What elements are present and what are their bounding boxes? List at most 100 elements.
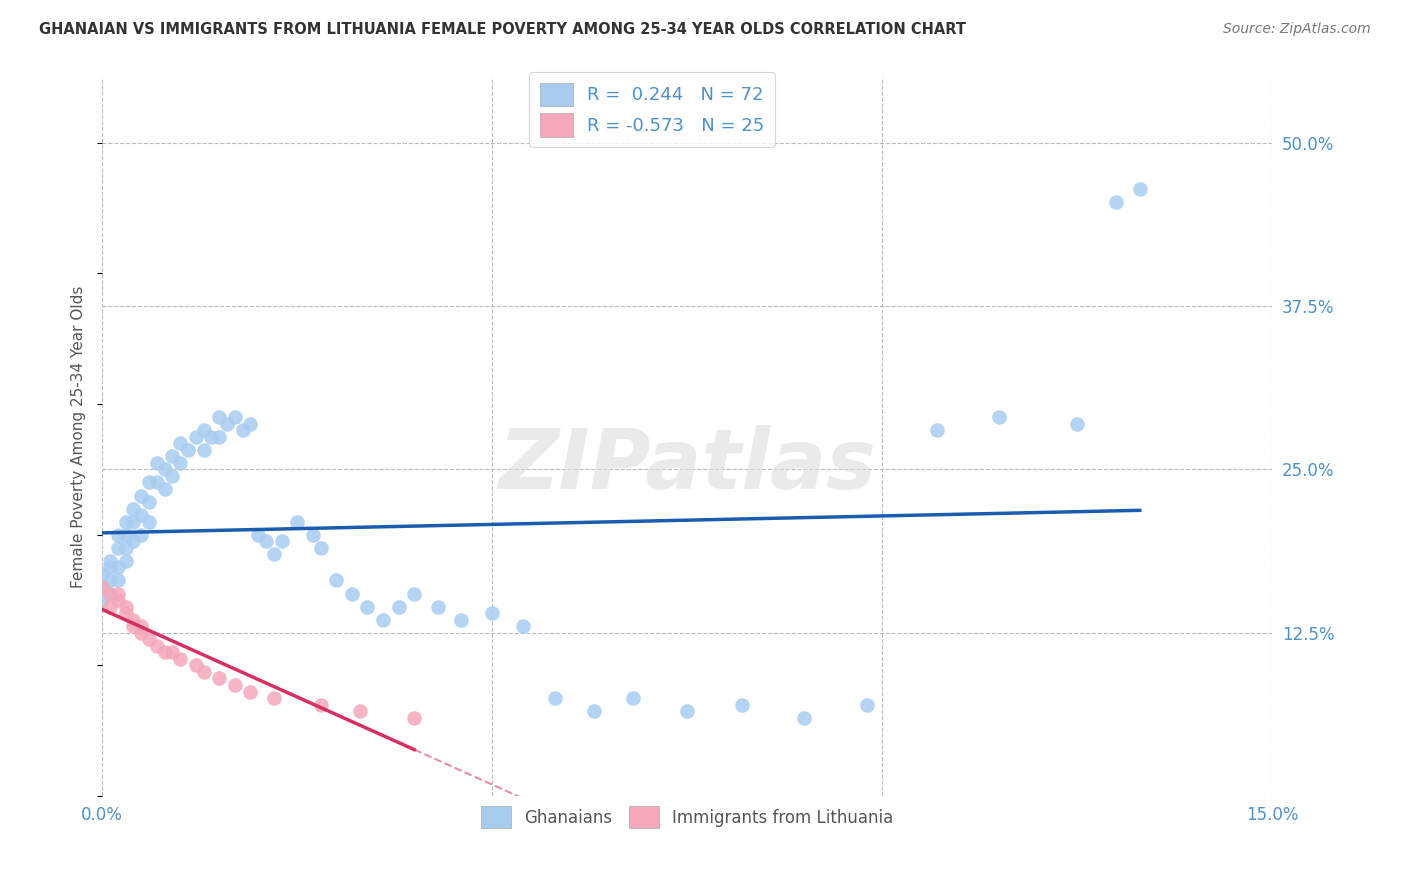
Point: [98, 554, 121, 568]
Point: [215, 417, 238, 431]
Point: [114, 599, 136, 614]
Point: [153, 462, 176, 476]
Point: [302, 528, 325, 542]
Point: [138, 632, 160, 647]
Point: [138, 475, 160, 490]
Point: [349, 704, 371, 718]
Point: [98, 586, 121, 600]
Point: [122, 501, 145, 516]
Point: [129, 508, 152, 523]
Point: [263, 691, 285, 706]
Point: [270, 534, 292, 549]
Point: [239, 684, 262, 698]
Point: [114, 606, 136, 620]
Point: [162, 469, 184, 483]
Point: [146, 456, 169, 470]
Point: [98, 574, 121, 588]
Point: [98, 560, 121, 574]
Point: [107, 528, 129, 542]
Point: [114, 554, 136, 568]
Point: [129, 528, 152, 542]
Point: [224, 678, 246, 692]
Point: [325, 574, 347, 588]
Point: [208, 410, 231, 425]
Point: [731, 698, 754, 712]
Point: [263, 547, 285, 561]
Point: [404, 711, 426, 725]
Point: [122, 619, 145, 633]
Point: [925, 423, 948, 437]
Point: [193, 423, 215, 437]
Point: [122, 534, 145, 549]
Point: [91, 566, 114, 581]
Point: [621, 691, 644, 706]
Point: [129, 625, 152, 640]
Text: Source: ZipAtlas.com: Source: ZipAtlas.com: [1223, 22, 1371, 37]
Point: [107, 541, 129, 555]
Point: [247, 528, 270, 542]
Point: [340, 586, 363, 600]
Point: [146, 639, 169, 653]
Point: [309, 541, 332, 555]
Point: [129, 489, 152, 503]
Point: [114, 515, 136, 529]
Point: [169, 652, 191, 666]
Point: [309, 698, 332, 712]
Point: [388, 599, 411, 614]
Point: [169, 436, 191, 450]
Point: [122, 613, 145, 627]
Point: [177, 442, 200, 457]
Point: [138, 495, 160, 509]
Point: [98, 599, 121, 614]
Text: GHANAIAN VS IMMIGRANTS FROM LITHUANIA FEMALE POVERTY AMONG 25-34 YEAR OLDS CORRE: GHANAIAN VS IMMIGRANTS FROM LITHUANIA FE…: [39, 22, 966, 37]
Point: [676, 704, 699, 718]
Point: [153, 645, 176, 659]
Point: [208, 430, 231, 444]
Point: [184, 658, 207, 673]
Point: [107, 593, 129, 607]
Point: [544, 691, 567, 706]
Point: [1066, 417, 1088, 431]
Point: [193, 665, 215, 679]
Point: [138, 515, 160, 529]
Point: [232, 423, 254, 437]
Point: [114, 528, 136, 542]
Point: [153, 482, 176, 496]
Point: [404, 586, 426, 600]
Point: [582, 704, 605, 718]
Point: [254, 534, 277, 549]
Point: [481, 606, 503, 620]
Point: [224, 410, 246, 425]
Point: [512, 619, 534, 633]
Point: [1129, 181, 1152, 195]
Point: [426, 599, 449, 614]
Point: [91, 593, 114, 607]
Point: [855, 698, 877, 712]
Point: [129, 619, 152, 633]
Point: [208, 672, 231, 686]
Point: [146, 475, 169, 490]
Point: [114, 541, 136, 555]
Text: ZIPatlas: ZIPatlas: [498, 425, 876, 506]
Point: [239, 417, 262, 431]
Point: [184, 430, 207, 444]
Point: [98, 586, 121, 600]
Point: [285, 515, 308, 529]
Point: [988, 410, 1011, 425]
Point: [162, 450, 184, 464]
Point: [371, 613, 394, 627]
Point: [91, 580, 114, 594]
Point: [107, 574, 129, 588]
Point: [1105, 194, 1128, 209]
Point: [122, 515, 145, 529]
Legend: Ghanaians, Immigrants from Lithuania: Ghanaians, Immigrants from Lithuania: [474, 800, 900, 835]
Point: [200, 430, 222, 444]
Point: [91, 580, 114, 594]
Point: [162, 645, 184, 659]
Point: [193, 442, 215, 457]
Point: [450, 613, 472, 627]
Point: [169, 456, 191, 470]
Point: [356, 599, 378, 614]
Point: [793, 711, 815, 725]
Point: [107, 560, 129, 574]
